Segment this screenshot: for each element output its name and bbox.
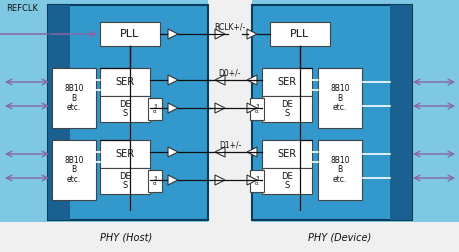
- Bar: [100, 140, 150, 168]
- Polygon shape: [214, 75, 224, 85]
- Bar: [100, 68, 150, 96]
- Text: 3
α: 3 α: [255, 104, 258, 114]
- Text: 8B10
B
etc.: 8B10 B etc.: [64, 84, 84, 112]
- Polygon shape: [246, 29, 257, 39]
- Text: PHY (Device): PHY (Device): [308, 233, 371, 243]
- Bar: [100, 168, 150, 194]
- Text: 3
α: 3 α: [255, 176, 258, 186]
- Text: DE
S: DE S: [280, 100, 292, 118]
- Polygon shape: [214, 175, 224, 185]
- Text: SER: SER: [115, 77, 134, 87]
- Polygon shape: [246, 75, 257, 85]
- Text: DE
S: DE S: [119, 172, 131, 190]
- Bar: [262, 140, 311, 168]
- Bar: [262, 168, 311, 194]
- Bar: [207, 0, 252, 222]
- Polygon shape: [246, 147, 257, 157]
- Text: SER: SER: [277, 77, 296, 87]
- Bar: [317, 68, 361, 128]
- Bar: [317, 140, 361, 200]
- Bar: [52, 140, 96, 200]
- Bar: [100, 96, 150, 122]
- Bar: [252, 5, 411, 220]
- Bar: [48, 5, 207, 220]
- Bar: [148, 170, 162, 192]
- Bar: [100, 22, 160, 46]
- Text: REFCLK: REFCLK: [6, 4, 38, 13]
- Text: 3
α: 3 α: [153, 176, 157, 186]
- Bar: [262, 96, 311, 122]
- Text: D0+/-: D0+/-: [218, 69, 241, 78]
- Polygon shape: [214, 147, 224, 157]
- Polygon shape: [246, 103, 257, 113]
- Text: SER: SER: [277, 149, 296, 159]
- Polygon shape: [214, 103, 224, 113]
- Text: 8B10
B
etc.: 8B10 B etc.: [330, 156, 349, 184]
- Bar: [262, 68, 311, 96]
- Text: D1+/-: D1+/-: [218, 141, 241, 149]
- Text: 8B10
B
etc.: 8B10 B etc.: [330, 84, 349, 112]
- Polygon shape: [168, 147, 178, 157]
- Text: SER: SER: [115, 149, 134, 159]
- Text: DE
S: DE S: [119, 100, 131, 118]
- Text: 8B10
B
etc.: 8B10 B etc.: [64, 156, 84, 184]
- Polygon shape: [168, 175, 178, 185]
- Text: PLL: PLL: [290, 29, 309, 39]
- Bar: [0, 0, 459, 222]
- Polygon shape: [168, 75, 178, 85]
- Bar: [48, 5, 70, 220]
- Bar: [389, 5, 411, 220]
- Bar: [249, 98, 263, 120]
- Bar: [249, 170, 263, 192]
- Polygon shape: [168, 103, 178, 113]
- Text: PLL: PLL: [120, 29, 140, 39]
- Bar: [269, 22, 329, 46]
- Text: 3
α: 3 α: [153, 104, 157, 114]
- Polygon shape: [246, 175, 257, 185]
- Text: RCLK+/-: RCLK+/-: [214, 22, 245, 32]
- Bar: [52, 68, 96, 128]
- Text: DE
S: DE S: [280, 172, 292, 190]
- Text: PHY (Host): PHY (Host): [100, 233, 152, 243]
- Bar: [148, 98, 162, 120]
- Polygon shape: [168, 29, 178, 39]
- Polygon shape: [214, 29, 224, 39]
